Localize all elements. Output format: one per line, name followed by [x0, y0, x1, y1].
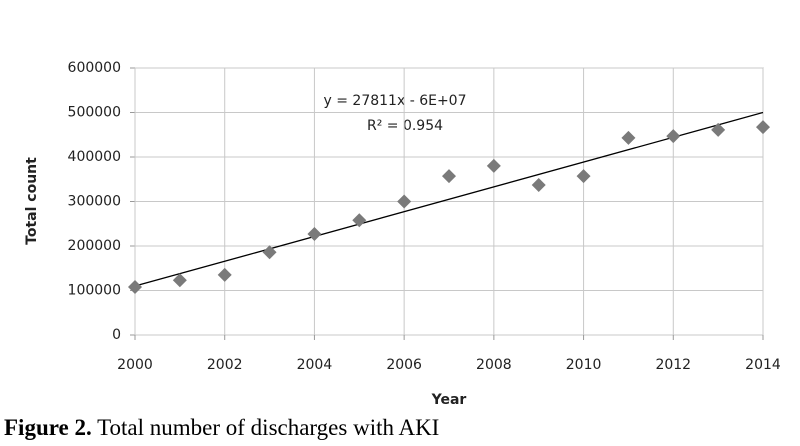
- x-tick-label: 2010: [566, 357, 602, 373]
- point: [307, 226, 322, 241]
- y-tick-label: 600000: [68, 60, 121, 76]
- x-tick-label: 2002: [207, 357, 243, 373]
- point: [172, 273, 187, 288]
- x-tick-label: 2006: [386, 357, 422, 373]
- y-axis-title: Total count: [24, 157, 40, 245]
- point: [756, 120, 770, 135]
- point: [262, 245, 277, 260]
- trendline: [134, 111, 764, 287]
- caption-label: Figure 2.: [4, 415, 92, 440]
- x-tick-label: 2014: [745, 357, 781, 373]
- y-tick-label: 200000: [68, 238, 121, 254]
- point: [397, 194, 412, 209]
- x-tick-label: 2004: [297, 357, 333, 373]
- annotation: y = 27811x - 6E+07: [324, 93, 467, 109]
- point: [486, 158, 501, 173]
- y-tick-label: 400000: [68, 149, 121, 165]
- point: [576, 169, 591, 184]
- annotation: R² = 0.954: [367, 118, 443, 134]
- y-tick-label: 0: [112, 327, 121, 343]
- y-tick-label: 100000: [68, 283, 121, 299]
- point: [621, 130, 636, 145]
- x-axis-title: Year: [431, 392, 467, 408]
- point: [531, 178, 546, 193]
- point: [666, 129, 681, 144]
- caption: Figure 2. Total number of discharges wit…: [4, 415, 439, 440]
- point: [711, 122, 726, 137]
- point: [352, 213, 367, 228]
- point: [442, 169, 456, 184]
- y-tick-label: 300000: [68, 194, 121, 210]
- caption-text: Total number of discharges with AKI: [97, 415, 439, 440]
- x-tick-label: 2012: [655, 357, 691, 373]
- x-tick-label: 2008: [476, 357, 512, 373]
- point: [128, 279, 142, 294]
- point: [217, 267, 232, 282]
- y-tick-label: 500000: [68, 105, 121, 121]
- x-tick-label: 2000: [117, 357, 153, 373]
